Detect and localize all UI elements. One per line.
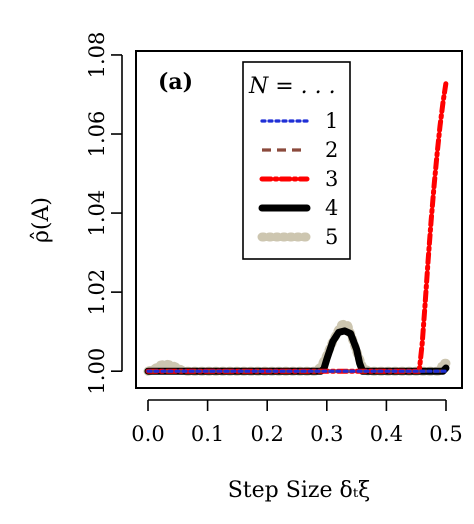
x-tick-label: 0.2 xyxy=(250,422,283,446)
legend-title: N = . . . xyxy=(248,74,336,99)
x-tick-label: 0.4 xyxy=(370,422,403,446)
legend-box xyxy=(242,61,351,260)
legend-label-1: 1 xyxy=(325,109,338,133)
y-axis-title: ρ̂(A) xyxy=(29,197,54,243)
x-axis-title: Step Size δₜξ xyxy=(228,478,371,503)
legend-label-3: 3 xyxy=(325,167,338,191)
series-line-4 xyxy=(144,327,450,375)
series-line-5 xyxy=(143,319,451,376)
x-axis: 0.0 0.1 0.2 0.3 0.4 0.5 xyxy=(131,399,463,446)
y-tick-label: 1.02 xyxy=(85,269,109,316)
y-tick-label: 1.08 xyxy=(85,32,109,79)
legend-label-4: 4 xyxy=(325,196,338,220)
x-tick-label: 0.1 xyxy=(191,422,224,446)
x-tick-label: 0.5 xyxy=(429,422,462,446)
panel-label: (a) xyxy=(158,69,193,95)
legend-label-2: 2 xyxy=(325,138,338,162)
plot-marks xyxy=(143,80,451,376)
plot-frame xyxy=(135,50,463,389)
legend-entries: 1 2 3 4 5 xyxy=(257,109,338,249)
y-axis: 1.00 1.02 1.04 1.06 1.08 xyxy=(85,32,123,395)
x-tick-label: 0.3 xyxy=(310,422,343,446)
legend-label-5: 5 xyxy=(325,225,338,249)
x-tick-label: 0.0 xyxy=(131,422,164,446)
legend: N = . . . 1 2 3 4 5 xyxy=(242,61,351,260)
y-tick-label: 1.06 xyxy=(85,111,109,158)
y-tick-label: 1.04 xyxy=(85,190,109,237)
y-tick-label: 1.00 xyxy=(85,348,109,395)
